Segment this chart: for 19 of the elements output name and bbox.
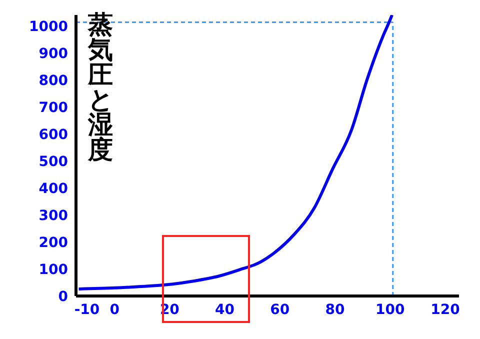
- x-tick-label: 0: [110, 302, 120, 318]
- y-tick-label: 300: [38, 208, 68, 224]
- x-tick-label: 60: [270, 302, 290, 318]
- y-tick-label: 200: [38, 234, 68, 251]
- x-tick-label: 100: [376, 302, 405, 318]
- y-tick-label: 500: [38, 154, 68, 170]
- x-tick-label: -10: [74, 302, 100, 318]
- y-tick-label: 1000: [29, 18, 68, 35]
- x-tick-label: 80: [325, 302, 346, 318]
- y-tick-label: 700: [38, 100, 68, 116]
- y-tick-label: 900: [38, 46, 68, 62]
- y-tick-label: 100: [38, 262, 68, 278]
- y-tick-label: 800: [38, 72, 68, 89]
- y-tick-label: 400: [38, 180, 68, 197]
- y-tick-label: 600: [38, 126, 68, 143]
- text: 蒸気圧と湿度: [88, 10, 115, 164]
- x-tick-label: 120: [430, 302, 460, 318]
- y-tick-label: 0: [58, 288, 68, 305]
- x-tick-label: 40: [215, 302, 235, 318]
